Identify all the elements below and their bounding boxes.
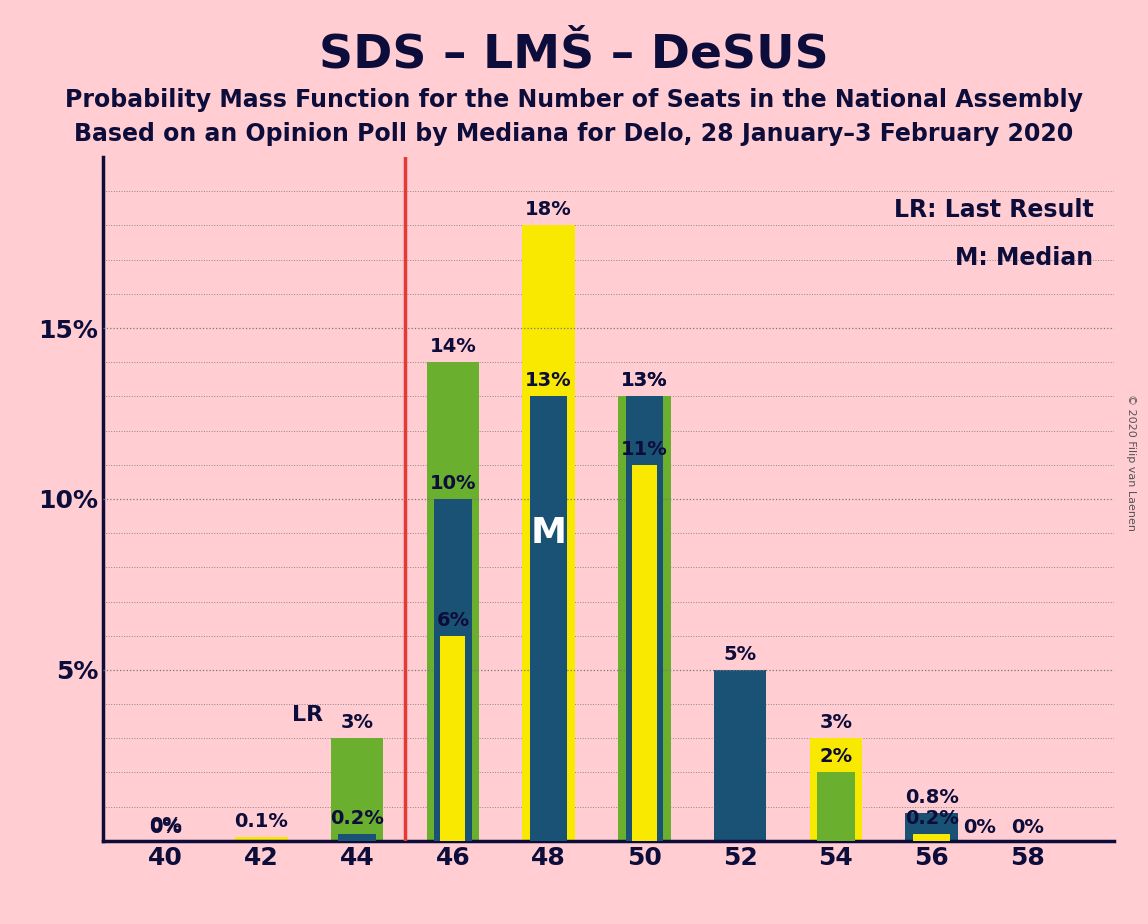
Bar xyxy=(331,738,383,841)
Text: 0%: 0% xyxy=(1011,818,1044,837)
Text: 5%: 5% xyxy=(723,645,757,663)
Bar xyxy=(631,465,657,841)
Text: 0%: 0% xyxy=(149,816,183,834)
Text: 0.2%: 0.2% xyxy=(331,808,385,828)
Bar xyxy=(441,636,465,841)
Text: 11%: 11% xyxy=(621,440,668,458)
Bar xyxy=(427,362,479,841)
Text: 3%: 3% xyxy=(341,713,373,732)
Text: SDS – LMŠ – DeSUS: SDS – LMŠ – DeSUS xyxy=(319,32,829,78)
Text: 0.8%: 0.8% xyxy=(905,788,959,808)
Bar xyxy=(626,396,664,841)
Bar xyxy=(906,813,957,841)
Text: 0.2%: 0.2% xyxy=(905,808,959,828)
Text: 14%: 14% xyxy=(429,337,476,356)
Text: 0%: 0% xyxy=(149,818,183,837)
Text: 13%: 13% xyxy=(621,371,668,390)
Text: 13%: 13% xyxy=(621,371,668,390)
Text: 2%: 2% xyxy=(820,748,853,766)
Text: LR: LR xyxy=(293,705,324,724)
Text: 18%: 18% xyxy=(526,201,572,219)
Text: 6%: 6% xyxy=(436,611,470,629)
Bar xyxy=(809,738,862,841)
Bar xyxy=(618,396,670,841)
Bar xyxy=(235,837,288,841)
Bar xyxy=(913,834,951,841)
Text: 0.1%: 0.1% xyxy=(234,812,288,832)
Text: LR: Last Result: LR: Last Result xyxy=(893,198,1093,222)
Text: © 2020 Filip van Laenen: © 2020 Filip van Laenen xyxy=(1126,394,1135,530)
Text: Based on an Opinion Poll by Mediana for Delo, 28 January–3 February 2020: Based on an Opinion Poll by Mediana for … xyxy=(75,122,1073,146)
Text: Probability Mass Function for the Number of Seats in the National Assembly: Probability Mass Function for the Number… xyxy=(65,88,1083,112)
Text: 13%: 13% xyxy=(526,371,572,390)
Text: 0%: 0% xyxy=(963,818,996,837)
Text: 3%: 3% xyxy=(820,713,852,732)
Text: M: Median: M: Median xyxy=(955,246,1093,270)
Text: 10%: 10% xyxy=(429,474,476,492)
Bar xyxy=(339,834,375,841)
Bar xyxy=(522,225,575,841)
Bar xyxy=(817,772,854,841)
Text: M: M xyxy=(530,517,567,550)
Bar xyxy=(434,499,472,841)
Bar xyxy=(714,670,767,841)
Bar xyxy=(530,396,567,841)
